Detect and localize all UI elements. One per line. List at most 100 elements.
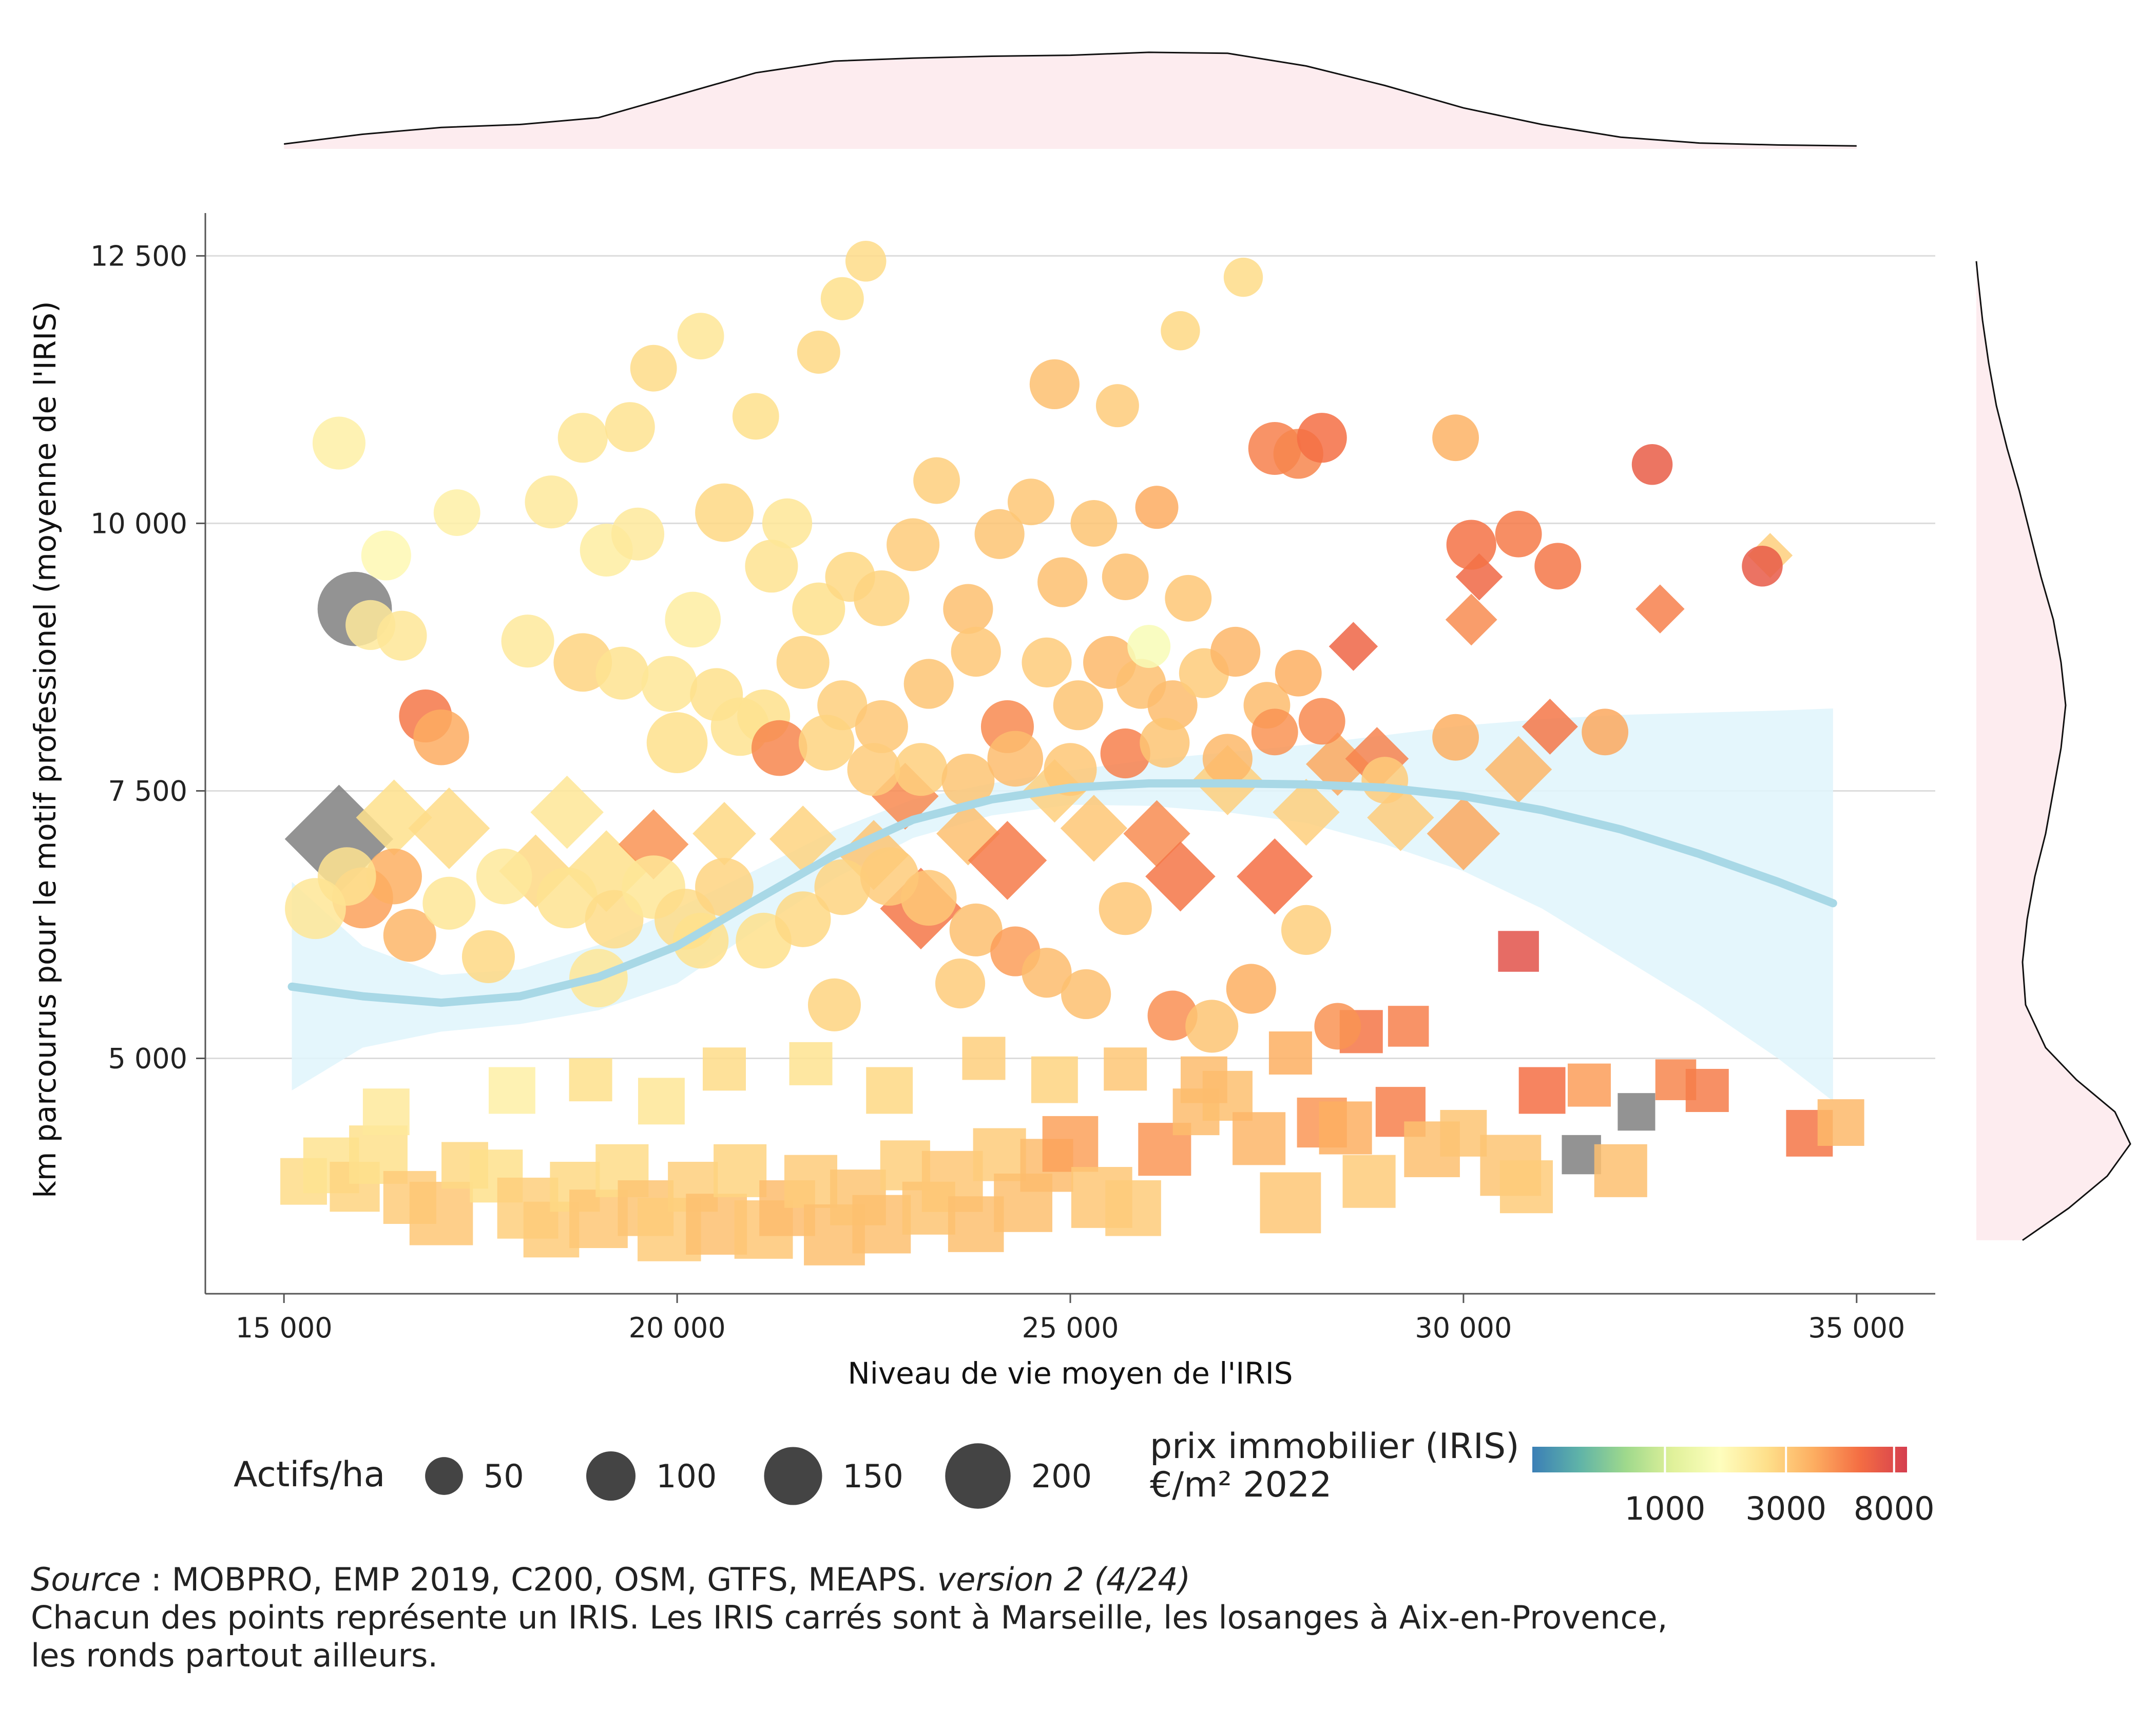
marginal-y-fill xyxy=(1976,261,2130,1240)
data-point-diamond xyxy=(1522,698,1578,755)
data-point-circle xyxy=(1582,708,1629,756)
y-tick-label: 5 000 xyxy=(108,1042,187,1075)
y-axis-title: km parcourus pour le motif professionel … xyxy=(28,301,63,1198)
data-point-circle xyxy=(751,720,807,776)
data-point-square xyxy=(1260,1172,1321,1234)
data-point-circle xyxy=(413,709,469,765)
data-point-square xyxy=(703,1047,746,1091)
x-tick-label: 35 000 xyxy=(1808,1312,1905,1344)
data-point-circle xyxy=(1147,680,1198,731)
data-point-circle xyxy=(1095,384,1139,428)
y-tick-label: 7 500 xyxy=(108,775,187,807)
data-point-square xyxy=(1518,1067,1566,1114)
caption-line-2: les ronds partout ailleurs. xyxy=(31,1637,438,1674)
data-point-circle xyxy=(1099,882,1152,935)
caption-line-1: Chacun des points représente un IRIS. Le… xyxy=(31,1599,1668,1636)
data-point-diamond xyxy=(1305,732,1370,796)
data-point-square xyxy=(362,1088,410,1136)
data-point-circle xyxy=(814,859,871,915)
data-point-circle xyxy=(1226,964,1276,1014)
x-tick-label: 15 000 xyxy=(236,1312,333,1344)
data-point-square xyxy=(852,1195,911,1254)
data-point-circle xyxy=(1037,557,1088,607)
data-points xyxy=(280,241,1864,1266)
data-point-diamond xyxy=(356,779,432,856)
data-point-diamond xyxy=(968,821,1047,900)
data-point-diamond xyxy=(1635,584,1685,634)
data-point-circle xyxy=(949,903,1003,956)
data-point-circle xyxy=(1446,520,1496,570)
data-point-square xyxy=(409,1181,473,1245)
data-point-circle xyxy=(317,847,376,906)
y-tick-label: 10 000 xyxy=(90,507,187,540)
data-point-circle xyxy=(745,540,798,593)
trend-line xyxy=(287,779,1837,1007)
data-point-square xyxy=(1319,1101,1372,1155)
data-point-circle xyxy=(641,656,698,712)
data-point-circle xyxy=(913,457,960,504)
data-point-square xyxy=(1104,1047,1147,1091)
data-point-circle xyxy=(1007,478,1054,526)
data-point-circle xyxy=(974,509,1025,559)
data-point-circle xyxy=(1102,553,1149,601)
data-point-square xyxy=(1499,1160,1553,1214)
data-point-circle xyxy=(987,731,1044,787)
data-point-circle xyxy=(762,498,813,549)
data-point-circle xyxy=(792,582,845,636)
data-point-circle xyxy=(366,848,422,905)
size-legend-label: 150 xyxy=(843,1458,903,1495)
data-point-circle xyxy=(1495,510,1542,558)
size-legend-marker xyxy=(586,1451,636,1501)
data-point-circle xyxy=(941,754,995,807)
data-point-circle xyxy=(935,958,986,1009)
data-point-circle xyxy=(1061,969,1111,1020)
data-point-diamond xyxy=(1123,800,1190,867)
data-point-circle xyxy=(361,530,411,581)
data-point-diamond xyxy=(618,809,689,879)
data-point-circle xyxy=(847,743,900,796)
data-point-circle xyxy=(1275,649,1322,697)
data-point-circle xyxy=(1127,625,1171,668)
data-point-diamond xyxy=(1060,795,1128,862)
data-point-square xyxy=(1618,1093,1656,1131)
data-point-circle xyxy=(1185,1000,1239,1053)
data-point-circle xyxy=(1361,757,1409,804)
data-point-square xyxy=(973,1128,1026,1181)
data-point-square xyxy=(1568,1063,1611,1107)
data-point-circle xyxy=(1135,486,1179,529)
data-point-circle xyxy=(776,636,830,689)
data-point-square xyxy=(1388,1006,1429,1047)
axes: 5 000 7 500 10 000 12 500 15 000 20 000 25 000… xyxy=(90,213,1935,1344)
color-legend-label: 1000 xyxy=(1625,1490,1706,1527)
data-point-circle xyxy=(1147,990,1198,1041)
data-point-circle xyxy=(1298,698,1345,745)
data-point-circle xyxy=(1029,359,1080,410)
data-point-circle xyxy=(383,909,436,962)
data-point-square xyxy=(638,1078,685,1125)
data-point-circle xyxy=(476,848,532,905)
data-point-circle xyxy=(611,507,665,561)
data-point-circle xyxy=(312,416,365,470)
data-point-circle xyxy=(1100,728,1150,779)
data-point-circle xyxy=(422,876,476,930)
data-point-circle xyxy=(1070,500,1118,547)
data-point-square xyxy=(866,1067,913,1114)
data-point-diamond xyxy=(1427,797,1500,871)
data-point-square xyxy=(1440,1109,1487,1157)
data-point-circle xyxy=(1223,257,1263,297)
data-point-circle xyxy=(855,700,908,753)
size-legend: Actifs/ha 50 100 150 200 xyxy=(234,1443,1092,1509)
color-legend-title-line2: €/m² 2022 xyxy=(1150,1465,1332,1505)
data-point-square xyxy=(1105,1180,1161,1236)
data-point-square xyxy=(714,1144,767,1197)
data-point-circle xyxy=(1022,637,1072,687)
data-point-square xyxy=(784,1155,838,1208)
color-legend-label: 3000 xyxy=(1745,1490,1826,1527)
data-point-circle xyxy=(1044,743,1097,796)
data-point-circle xyxy=(677,313,724,360)
data-point-square xyxy=(1685,1069,1729,1113)
source-label: Source xyxy=(31,1561,141,1598)
data-point-circle xyxy=(1432,714,1479,761)
data-point-square xyxy=(569,1058,612,1102)
data-point-circle xyxy=(797,330,840,374)
